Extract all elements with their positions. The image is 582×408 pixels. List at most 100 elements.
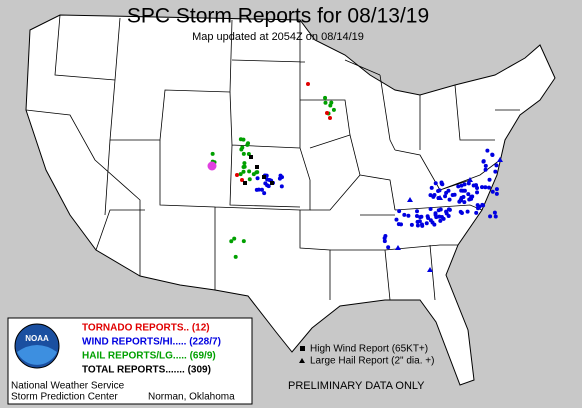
report-marker <box>210 151 215 156</box>
report-marker <box>265 177 270 182</box>
report-marker <box>447 197 452 202</box>
report-marker <box>475 190 480 195</box>
report-marker <box>278 173 283 178</box>
report-marker <box>441 216 446 221</box>
agency: Storm Prediction Center <box>11 392 118 403</box>
report-marker <box>494 163 499 168</box>
location: Norman, Oklahoma <box>148 392 235 403</box>
report-marker <box>207 161 217 171</box>
report-marker <box>386 245 391 250</box>
report-marker <box>425 214 430 219</box>
legend-row: HAIL REPORTS/LG..... (69/9) <box>82 351 216 362</box>
report-marker <box>415 223 420 228</box>
report-marker <box>437 214 442 219</box>
report-marker <box>461 195 466 200</box>
report-marker <box>446 213 451 218</box>
report-marker <box>432 192 437 197</box>
report-marker <box>255 170 260 175</box>
report-marker <box>246 141 251 146</box>
report-marker <box>487 185 492 190</box>
report-marker <box>414 214 419 219</box>
report-marker <box>256 187 261 192</box>
report-marker <box>329 100 334 105</box>
report-marker <box>481 159 486 164</box>
report-marker <box>232 236 237 241</box>
report-marker <box>483 163 488 168</box>
report-marker <box>494 187 499 192</box>
report-marker <box>446 207 451 212</box>
report-marker <box>462 182 467 187</box>
report-marker <box>490 189 495 194</box>
report-marker <box>409 222 414 227</box>
report-marker <box>483 167 488 172</box>
report-marker <box>246 151 251 156</box>
report-marker <box>466 181 471 186</box>
report-marker <box>488 214 493 219</box>
logo-text: NOAA <box>25 334 49 343</box>
report-marker <box>239 147 244 152</box>
report-marker <box>444 209 449 214</box>
report-marker <box>235 173 239 177</box>
state-lines <box>25 14 520 301</box>
report-marker <box>415 209 420 214</box>
report-marker <box>460 188 465 193</box>
report-marker <box>402 212 407 217</box>
legend-row: WIND REPORTS/HI..... (228/7) <box>82 337 221 348</box>
report-marker <box>238 137 243 142</box>
report-marker <box>471 183 476 188</box>
report-marker <box>382 239 387 244</box>
report-marker <box>430 220 435 225</box>
report-marker <box>247 177 252 182</box>
report-marker <box>241 169 246 174</box>
report-marker <box>469 196 474 201</box>
report-marker <box>382 236 387 241</box>
key-triangle <box>299 358 305 363</box>
report-marker <box>480 185 485 190</box>
logo-wave <box>17 345 57 365</box>
report-marker <box>259 187 264 192</box>
report-marker <box>428 193 433 198</box>
report-marker <box>270 181 274 185</box>
report-marker <box>459 183 464 188</box>
report-marker <box>443 194 448 199</box>
report-marker <box>466 192 471 197</box>
legend-row: TOTAL REPORTS....... (309) <box>82 365 211 376</box>
report-marker <box>420 223 425 228</box>
report-marker <box>255 176 260 181</box>
report-marker <box>331 107 336 112</box>
report-marker <box>251 172 256 177</box>
report-marker <box>242 164 247 169</box>
report-marker <box>450 193 455 198</box>
report-marker <box>492 210 497 215</box>
key-label: Large Hail Report (2" dia. +) <box>310 356 434 367</box>
report-marker <box>266 184 271 189</box>
report-marker <box>328 116 332 120</box>
us-land <box>25 14 556 386</box>
report-marker <box>433 181 438 186</box>
report-marker <box>323 100 328 105</box>
report-marker <box>490 153 495 158</box>
report-marker <box>394 217 399 222</box>
legend-box: NOAA TORNADO REPORTS.. (12) WIND REPORTS… <box>7 317 253 405</box>
report-marker <box>249 155 253 159</box>
report-marker <box>434 215 439 220</box>
report-marker <box>483 185 488 190</box>
report-marker <box>438 218 443 223</box>
report-marker <box>399 222 404 227</box>
report-marker <box>474 210 479 215</box>
report-marker <box>397 209 402 214</box>
report-marker <box>241 151 246 156</box>
report-marker <box>477 204 482 209</box>
report-marker <box>427 267 433 272</box>
report-marker <box>444 190 449 195</box>
report-marker <box>475 186 480 191</box>
report-marker <box>459 211 464 216</box>
report-marker <box>262 191 267 196</box>
report-marker <box>395 245 401 250</box>
report-marker <box>456 184 461 189</box>
report-marker <box>247 169 252 174</box>
report-markers <box>207 82 503 272</box>
report-marker <box>243 181 247 185</box>
report-marker <box>436 208 441 213</box>
